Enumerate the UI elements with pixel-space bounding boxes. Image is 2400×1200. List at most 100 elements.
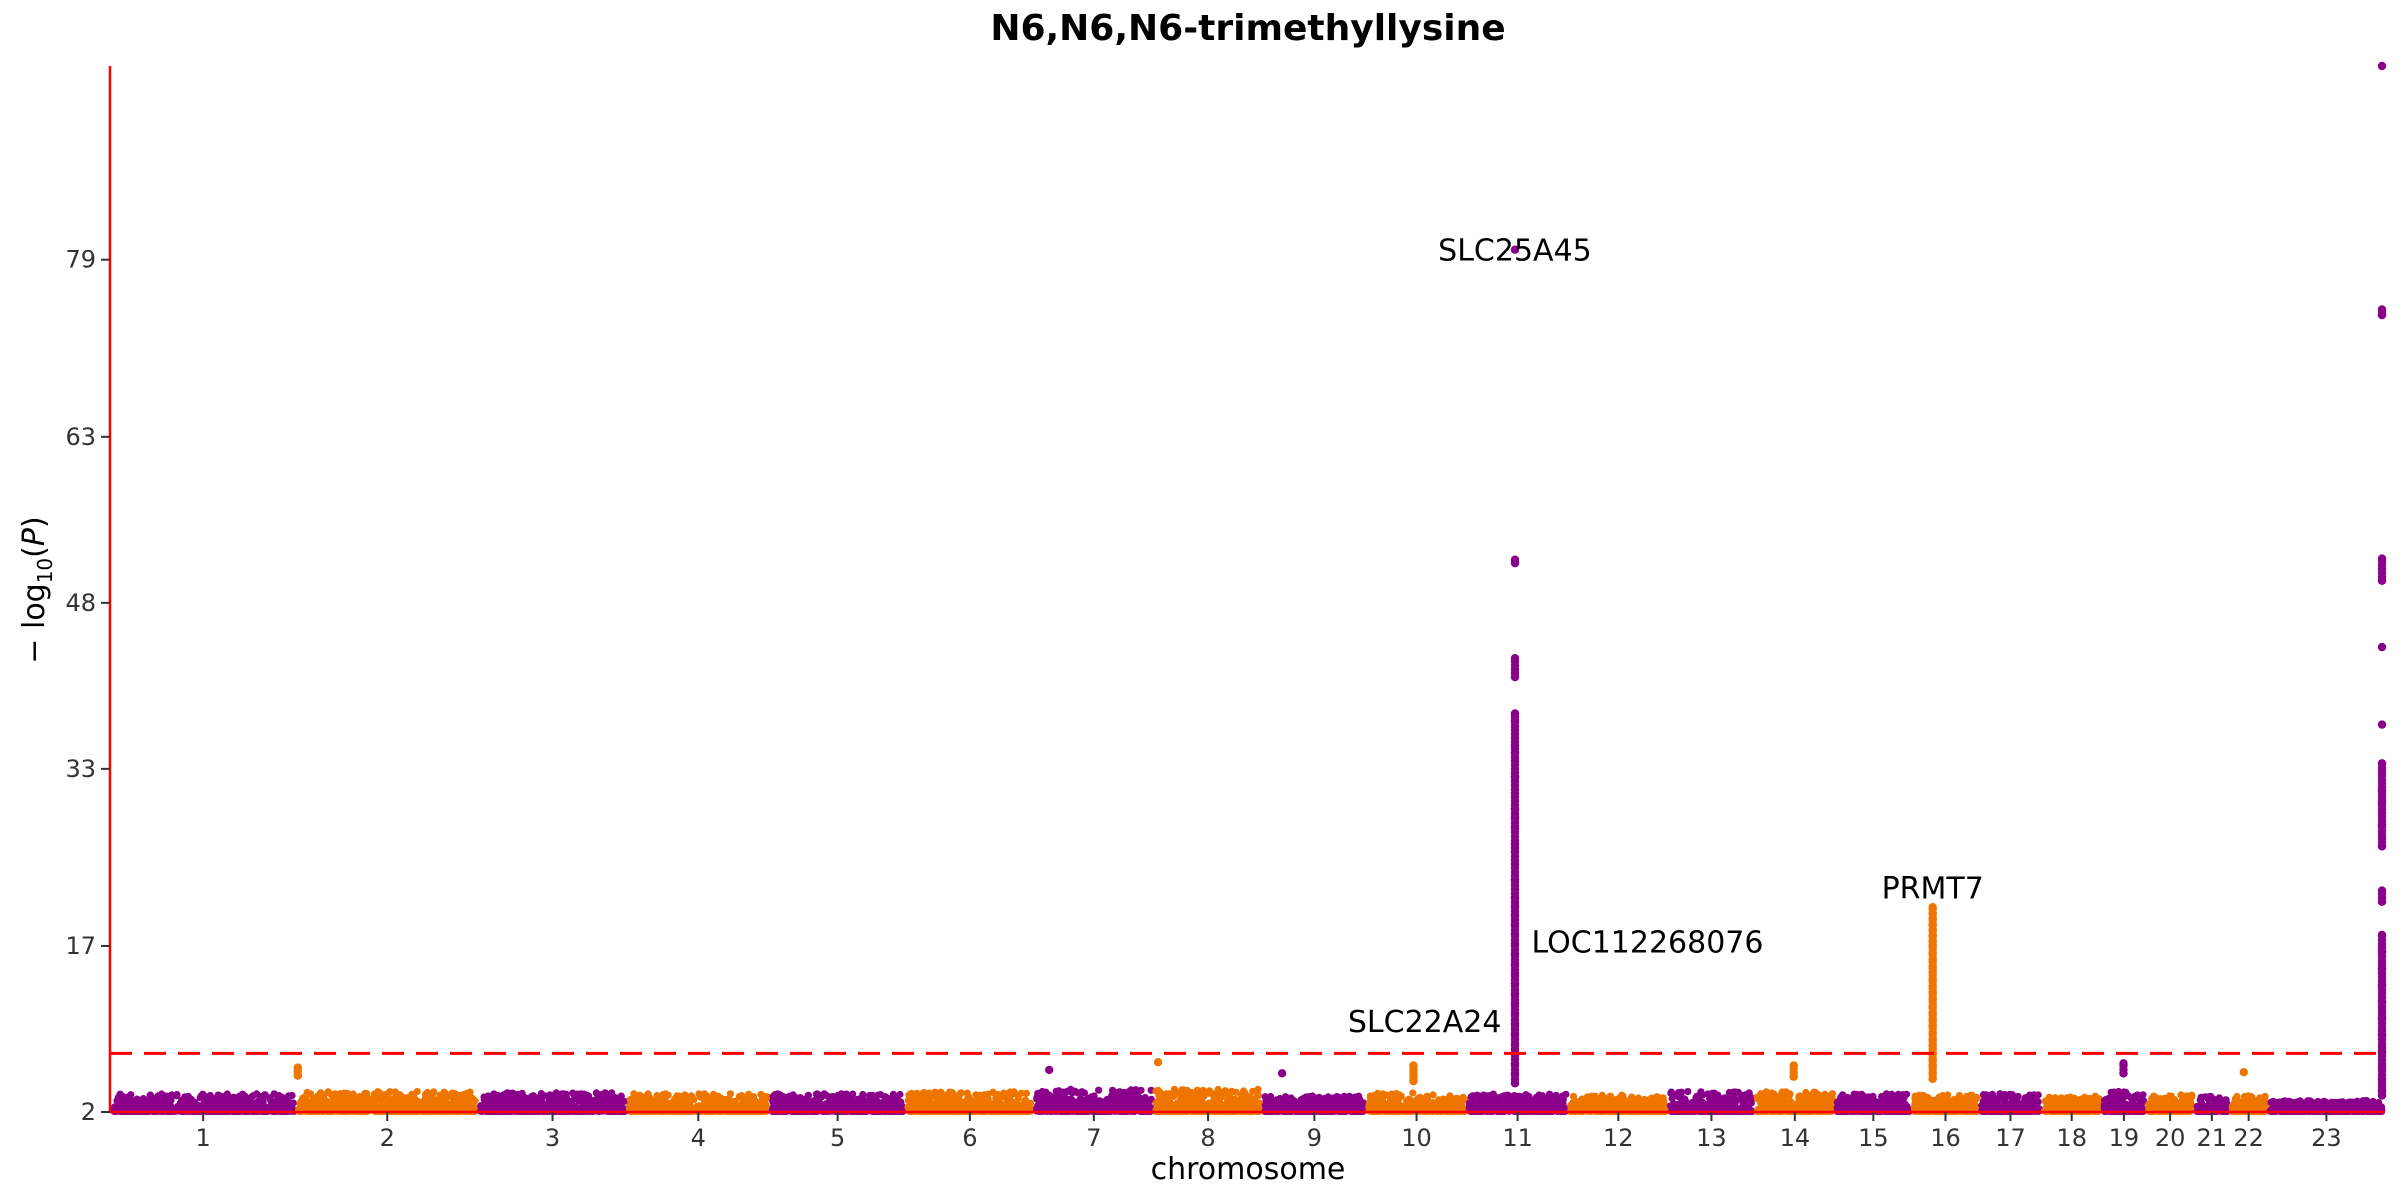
snp-point — [393, 1098, 401, 1106]
snp-point — [1165, 1103, 1173, 1111]
snp-point — [317, 1102, 325, 1111]
snp-point — [366, 1103, 374, 1111]
snp-point — [1250, 1103, 1258, 1111]
snp-point — [1109, 1086, 1117, 1094]
snp-point — [1351, 1096, 1360, 1104]
snp-point — [783, 1096, 791, 1104]
snp-point — [271, 1099, 279, 1107]
snp-point — [158, 1090, 166, 1098]
snp-point — [199, 1090, 207, 1098]
snp-point — [216, 1099, 224, 1107]
snp-point — [1181, 1094, 1189, 1102]
snp-point — [533, 1098, 541, 1106]
snp-point — [529, 1092, 537, 1100]
snp-point — [896, 1090, 904, 1099]
snp-point — [447, 1105, 455, 1113]
snp-point — [518, 1094, 527, 1102]
snp-point — [772, 1094, 780, 1103]
snp-point — [413, 1088, 421, 1096]
snp-point — [858, 1099, 866, 1107]
snp-point — [911, 1092, 919, 1100]
snp-point — [331, 1096, 339, 1104]
snp-point — [664, 1091, 672, 1099]
snp-point — [237, 1100, 246, 1108]
snp-point — [178, 1096, 186, 1104]
snp-point — [359, 1099, 367, 1107]
snp-point — [222, 1092, 230, 1100]
snp-point — [309, 1101, 317, 1109]
snp-point — [464, 1091, 472, 1099]
snp-point — [989, 1088, 997, 1096]
snp-point — [626, 1100, 635, 1109]
snp-point — [1374, 1089, 1382, 1097]
snp-point — [207, 1095, 215, 1103]
snp-point — [128, 1103, 137, 1111]
snp-point — [237, 1093, 245, 1101]
snp-point — [164, 1092, 172, 1100]
snp-point — [428, 1092, 436, 1100]
snp-point — [162, 1099, 170, 1107]
snp-point — [736, 1093, 744, 1101]
snp-point — [1174, 1102, 1182, 1111]
snp-point — [558, 1102, 567, 1110]
snp-point — [826, 1096, 834, 1104]
snp-point — [662, 1103, 670, 1111]
snp-point — [130, 1097, 138, 1105]
snp-point — [758, 1097, 767, 1106]
snp-point — [776, 1104, 784, 1112]
snp-point — [1320, 1104, 1328, 1112]
snp-point — [1315, 1093, 1323, 1101]
snp-point — [340, 1089, 348, 1097]
snp-point — [353, 1094, 361, 1102]
snp-point — [967, 1096, 975, 1104]
snp-point — [577, 1096, 585, 1104]
snp-point — [496, 1097, 504, 1105]
snp-point — [306, 1090, 315, 1098]
snp-point — [1108, 1098, 1116, 1106]
snp-point — [742, 1100, 750, 1108]
snp-point — [216, 1092, 224, 1100]
chromosome-8-points — [1152, 1085, 1264, 1115]
snp-point — [344, 1094, 352, 1102]
snp-point — [285, 1100, 294, 1108]
snp-point — [931, 1088, 939, 1096]
snp-point — [423, 1088, 431, 1097]
snp-point — [1187, 1088, 1195, 1097]
snp-point — [1397, 1092, 1405, 1100]
snp-point — [1154, 1099, 1162, 1107]
snp-point — [1003, 1099, 1011, 1107]
snp-point — [284, 1093, 293, 1101]
snp-point — [1218, 1101, 1226, 1109]
snp-point — [1194, 1093, 1202, 1101]
snp-point — [921, 1101, 929, 1109]
snp-point — [146, 1092, 154, 1101]
snp-point — [551, 1090, 559, 1098]
snp-point — [1071, 1101, 1079, 1109]
snp-point — [833, 1104, 841, 1112]
snp-point — [907, 1097, 915, 1105]
snp-point — [259, 1095, 267, 1103]
snp-point — [1207, 1099, 1216, 1107]
snp-point — [1056, 1092, 1064, 1100]
snp-point — [1138, 1103, 1146, 1111]
snp-point — [119, 1092, 127, 1101]
snp-point — [370, 1090, 378, 1098]
snp-point — [1297, 1096, 1305, 1104]
snp-point — [1005, 1090, 1014, 1098]
snp-point — [702, 1100, 710, 1108]
snp-point — [617, 1092, 625, 1100]
snp-point — [1327, 1100, 1335, 1109]
snp-point — [278, 1096, 286, 1105]
snp-point — [153, 1097, 161, 1106]
snp-point — [484, 1099, 492, 1107]
snp-point — [1224, 1091, 1233, 1099]
snp-point — [1239, 1089, 1247, 1097]
snp-point — [365, 1098, 373, 1106]
snp-point — [411, 1098, 420, 1106]
chart-title: N6,N6,N6-trimethyllysine — [990, 8, 1505, 49]
snp-point — [335, 1102, 344, 1110]
snp-point — [1022, 1089, 1031, 1097]
snp-point — [196, 1104, 204, 1112]
snp-point — [1267, 1095, 1275, 1103]
